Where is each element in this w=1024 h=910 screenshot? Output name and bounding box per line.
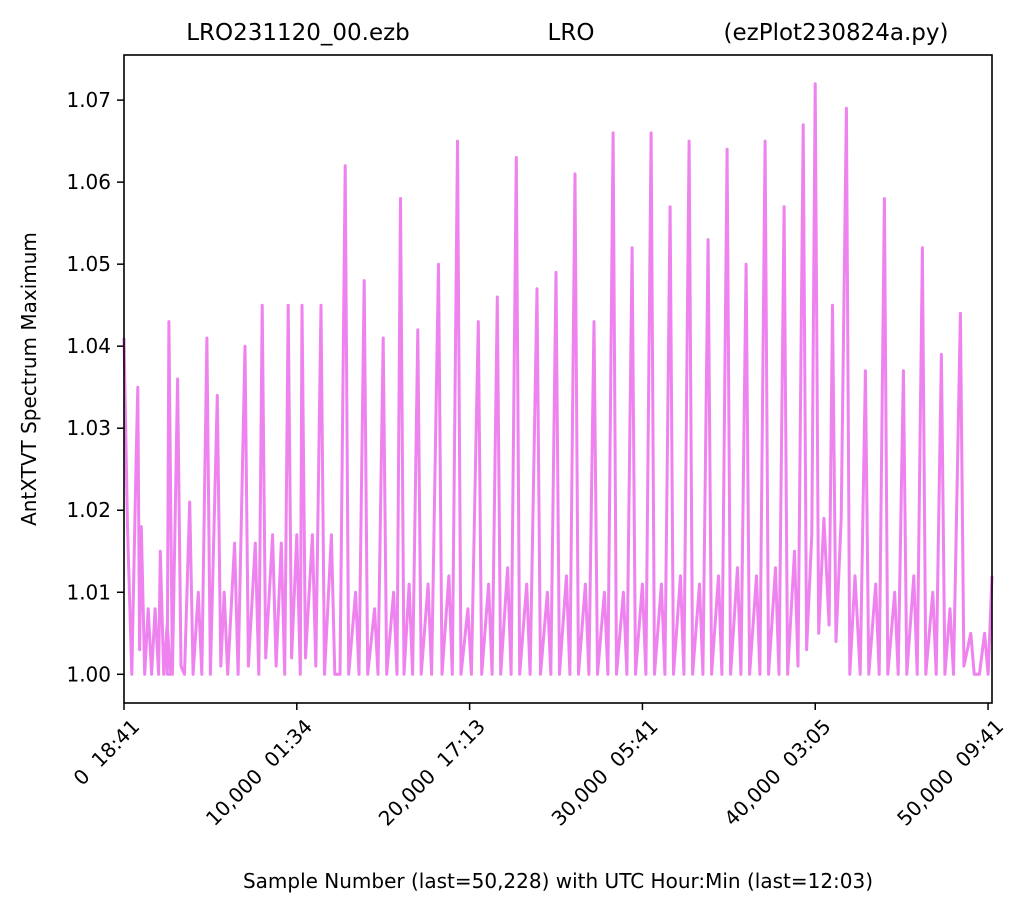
y-tick-label-6: 1.06 <box>66 170 111 194</box>
series-line-0 <box>122 82 994 676</box>
chart-title-center: LRO <box>548 20 595 46</box>
x-axis-label: Sample Number (last=50,228) with UTC Hou… <box>243 869 873 893</box>
y-tick-label-5: 1.05 <box>66 252 111 276</box>
plot-frame <box>123 54 993 704</box>
series-group <box>122 82 994 676</box>
y-axis-label: AntXTVT Spectrum Maximum <box>17 232 41 526</box>
y-tick-label-4: 1.04 <box>66 334 111 358</box>
x-tick-label-4: 40,000 03:05 <box>719 714 835 830</box>
chart-title: LRO231120_00.ezb LRO (ezPlot230824a.py) <box>186 20 948 46</box>
y-tick-label-7: 1.07 <box>66 88 111 112</box>
y-tick-label-2: 1.02 <box>66 498 111 522</box>
x-tick-label-1: 10,000 01:34 <box>201 714 317 830</box>
y-tick-label-0: 1.00 <box>66 662 111 686</box>
x-tick-label-5: 50,000 09:41 <box>892 714 1008 830</box>
chart-title-right: (ezPlot230824a.py) <box>724 20 949 46</box>
y-tick-label-1: 1.01 <box>66 580 111 604</box>
x-axis-ticks: 0 18:41 10,000 01:34 20,000 17:13 30,000 05… <box>69 703 1008 831</box>
chart-title-left: LRO231120_00.ezb <box>186 20 410 46</box>
x-tick-label-0: 0 18:41 <box>69 714 145 790</box>
x-tick-label-3: 30,000 05:41 <box>547 714 663 830</box>
x-tick-label-2: 20,000 17:13 <box>374 714 490 830</box>
y-tick-label-3: 1.03 <box>66 416 111 440</box>
y-axis-ticks: 1.00 1.01 1.02 1.03 1.04 1.05 1.06 1.07 <box>66 88 124 686</box>
